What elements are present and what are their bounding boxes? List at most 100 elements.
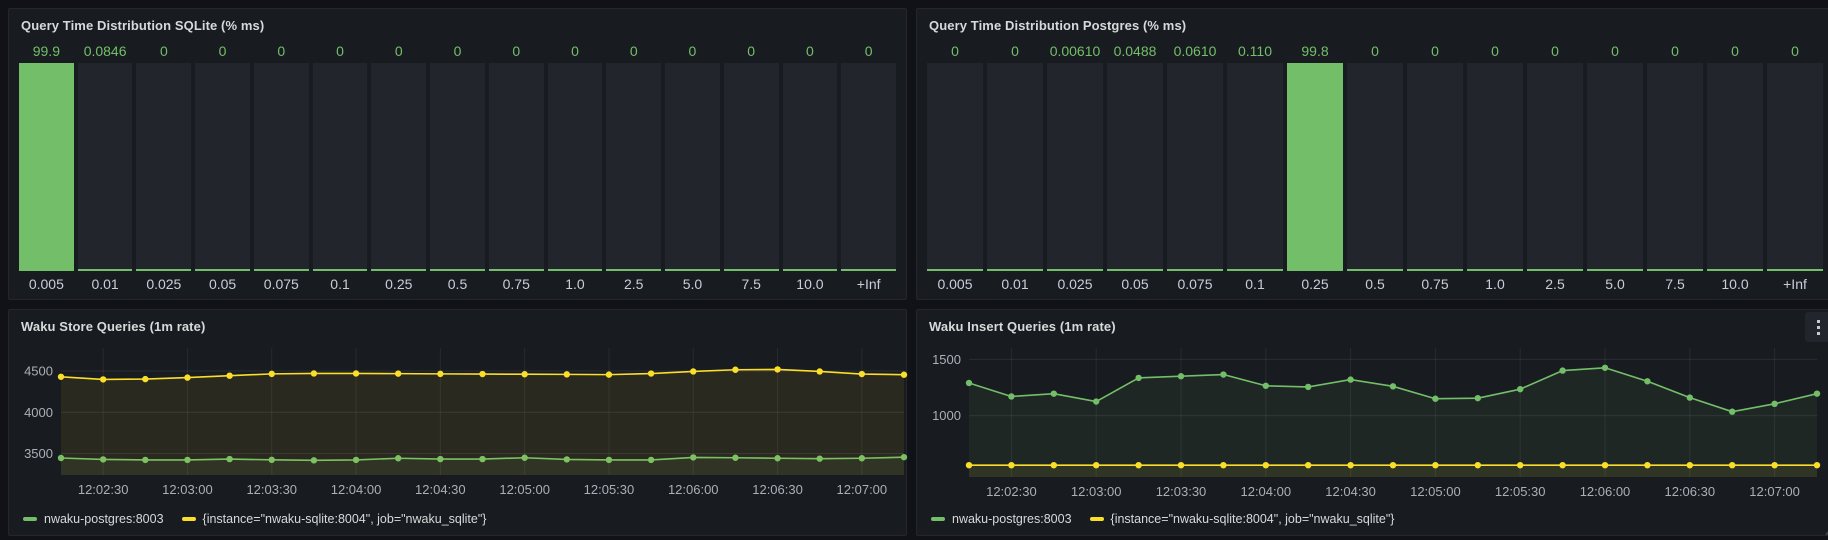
series-data-point [99, 456, 107, 463]
series-data-point [184, 456, 191, 464]
x-axis-tick-label: 12:02:30 [986, 484, 1037, 499]
bar-category-label: +Inf [856, 276, 881, 292]
series-data-point [1813, 390, 1821, 397]
series-data-point [1177, 373, 1185, 380]
series-data-point [352, 370, 360, 377]
series-data-point [395, 455, 402, 462]
bar-value-label: 0 [218, 43, 227, 59]
series-data-point [226, 455, 233, 463]
series-data-point [774, 455, 781, 462]
bar-category-label: 7.5 [741, 276, 761, 292]
series-data-point [1050, 461, 1057, 469]
histogram-bar [371, 63, 427, 271]
histogram-bar [253, 63, 309, 271]
bar-category-label: 5.0 [1605, 276, 1625, 292]
bar-value-label: 0.00610 [1049, 43, 1101, 59]
bar-value-label: 0 [1431, 43, 1439, 59]
panel-title[interactable]: Waku Insert Queries (1m rate) [929, 318, 1116, 334]
histogram-bar [1107, 63, 1163, 271]
series-data-point [1474, 461, 1481, 469]
series-data-point [99, 376, 107, 383]
series-data-point [647, 370, 655, 377]
panel-title[interactable]: Query Time Distribution SQLite (% ms) [21, 17, 265, 33]
chart-legend: nwaku-postgres:8003 {instance="nwaku-sqli… [9, 507, 906, 535]
series-data-point [774, 366, 781, 373]
histogram-bar-fill [987, 269, 1043, 271]
series-data-point [563, 371, 570, 378]
histogram-bar-column: 0 0.5 [430, 39, 485, 295]
legend-item[interactable]: {instance="nwaku-sqlite:8004", job="nwak… [181, 512, 486, 526]
series-data-point [605, 456, 613, 464]
histogram-bar-fill [1647, 269, 1703, 271]
histogram-bar-column: 0 0.25 [371, 39, 427, 295]
histogram-bar [1767, 63, 1823, 271]
legend-item[interactable]: {instance="nwaku-sqlite:8004", job="nwak… [1089, 512, 1395, 526]
histogram-bar-fill [1467, 269, 1523, 271]
bar-category-label: 0.75 [502, 276, 530, 292]
postgres-histogram: 0 0.005 0 0.01 0.00610 0.025 0.0488 0.05 0.0610 0… [917, 39, 1828, 299]
histogram-bar [1167, 63, 1223, 271]
series-data-point [268, 456, 275, 464]
series-data-point [1093, 461, 1100, 469]
histogram-bar-column: 99.8 0.25 [1287, 39, 1343, 295]
panel-title[interactable]: Waku Store Queries (1m rate) [21, 318, 206, 334]
series-data-point [1389, 461, 1397, 469]
series-data-point [1050, 390, 1057, 397]
series-data-point [1517, 461, 1524, 469]
bar-category-label: 1.0 [565, 276, 585, 292]
panel-title[interactable]: Query Time Distribution Postgres (% ms) [929, 17, 1187, 33]
bar-category-label: 0.005 [28, 276, 64, 292]
series-data-point [858, 455, 866, 462]
x-axis-tick-label: 12:05:00 [1410, 484, 1461, 499]
series-data-point [965, 379, 973, 387]
legend-item[interactable]: nwaku-postgres:8003 [931, 512, 1072, 526]
series-data-point [184, 374, 191, 381]
series-data-point [858, 370, 866, 378]
histogram-bar [1587, 63, 1643, 271]
bar-category-label: 0.025 [146, 276, 182, 292]
series-data-point [226, 372, 233, 379]
series-data-point [352, 456, 360, 464]
bar-value-label: 0 [1011, 43, 1019, 59]
bar-category-label: 2.5 [1545, 276, 1565, 292]
histogram-bar [1287, 63, 1343, 271]
x-axis-tick-label: 12:03:00 [162, 482, 213, 497]
series-data-point [1474, 394, 1481, 402]
insert-queries-chart: 1000 1500 12:02:30 12:03:00 12:03:30 12:04:00… [917, 340, 1828, 507]
bar-category-label: 0.075 [263, 276, 299, 292]
histogram-bar [547, 63, 603, 271]
histogram-bar-column: 0.0488 0.05 [1107, 39, 1163, 295]
series-data-point [816, 455, 823, 462]
histogram-bar [1467, 63, 1523, 271]
bar-value-label: 0.110 [1238, 43, 1272, 59]
bar-value-label: 0 [864, 43, 873, 59]
bar-value-label: 0 [688, 43, 697, 59]
panel-header: Waku Store Queries (1m rate) [9, 310, 906, 340]
series-data-point [605, 371, 613, 378]
histogram-bar [665, 63, 720, 271]
panel-menu-kebab-icon[interactable] [1805, 312, 1828, 342]
bar-value-label: 0 [571, 43, 579, 59]
histogram-bar [1347, 63, 1403, 271]
series-data-point [1432, 395, 1439, 402]
series-data-point [1305, 383, 1312, 391]
histogram-bar [1647, 63, 1703, 271]
bar-value-label: 0 [336, 43, 344, 59]
histogram-bar-fill [927, 269, 983, 271]
series-data-point [1771, 461, 1778, 469]
bar-value-label: 0.0846 [83, 43, 127, 59]
bar-category-label: 0.01 [91, 276, 119, 292]
histogram-bar-column: 0 0.05 [195, 39, 250, 295]
histogram-bar-column: 0 10.0 [782, 39, 838, 295]
legend-series-label: {instance="nwaku-sqlite:8004", job="nwak… [1110, 512, 1395, 526]
histogram-bar-column: 0 2.5 [606, 39, 662, 295]
series-data-point [900, 453, 908, 461]
bar-value-label: 0 [806, 43, 814, 59]
y-axis-tick-label: 4000 [24, 405, 53, 420]
histogram-bar-column: 0 0.5 [1347, 39, 1403, 295]
histogram-bar-fill [77, 269, 133, 271]
histogram-bar-column: 0 5.0 [665, 39, 720, 295]
x-axis-tick-label: 12:03:30 [246, 482, 297, 497]
y-axis-tick-label: 1000 [932, 408, 961, 423]
legend-item[interactable]: nwaku-postgres:8003 [23, 512, 164, 526]
